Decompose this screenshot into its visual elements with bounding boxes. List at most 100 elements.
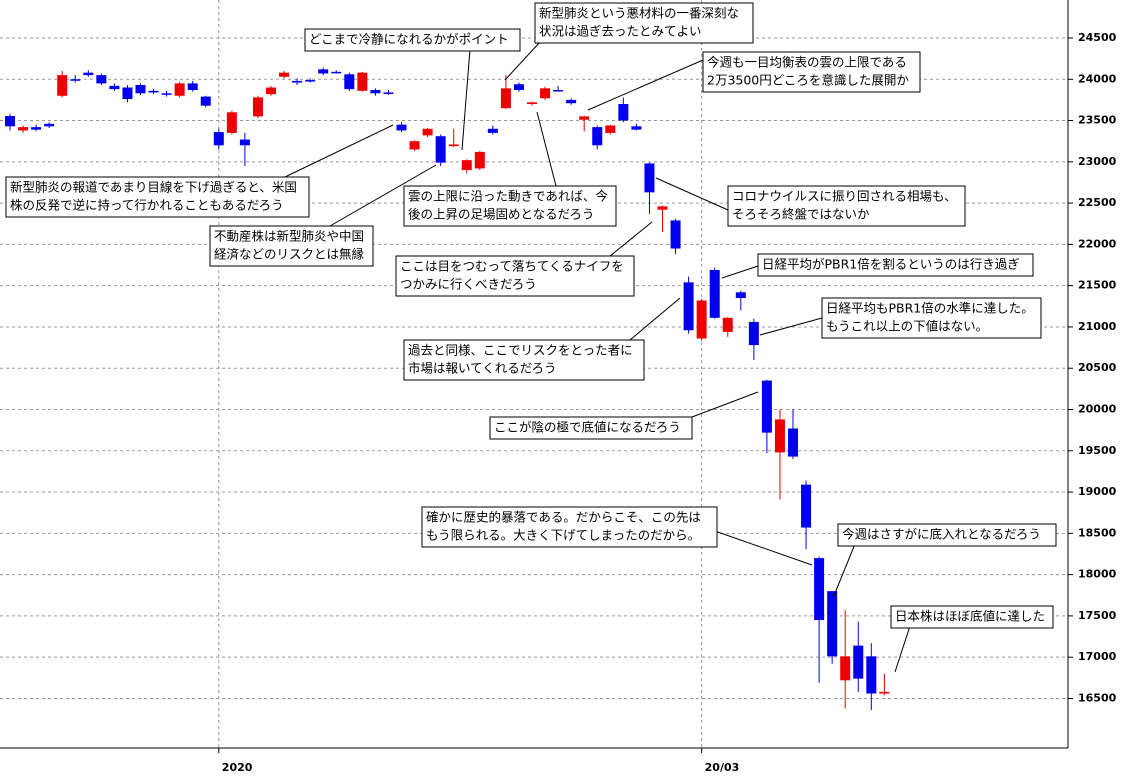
- candle-body: [683, 282, 694, 331]
- candle-body: [513, 84, 524, 90]
- candle-body: [109, 85, 120, 90]
- candle-body: [31, 127, 42, 130]
- annotation-box: [890, 605, 1054, 629]
- x-tick-label: 2020: [222, 761, 253, 774]
- candle-body: [383, 92, 394, 94]
- candle-body: [96, 75, 107, 84]
- candle-body: [422, 128, 433, 136]
- annotation-text: 日本株はほぼ底値に達した: [895, 609, 1045, 624]
- candle-body: [605, 125, 616, 133]
- candle-body: [592, 127, 603, 146]
- candle-body: [331, 71, 342, 74]
- annotation-box: [403, 185, 617, 227]
- y-tick-label: 20500: [1078, 361, 1117, 374]
- leader-line: [629, 297, 681, 341]
- leader-line: [691, 391, 759, 418]
- candle-body: [670, 220, 681, 249]
- leader-line: [587, 59, 704, 111]
- candle-body: [135, 85, 146, 94]
- y-tick-label: 17000: [1078, 650, 1117, 663]
- annotation-text: 後の上昇の足場固めとなるだろう: [408, 207, 594, 222]
- leader-line: [721, 265, 759, 279]
- candle-body: [161, 93, 172, 95]
- annotation-text: 市場は報いてくれるだろう: [408, 361, 557, 376]
- candle-body: [866, 656, 877, 694]
- candle-body: [318, 69, 329, 74]
- leader-line: [711, 529, 813, 566]
- leader-line: [284, 124, 394, 178]
- candle-body: [853, 645, 864, 679]
- candle-body: [448, 144, 459, 147]
- candle-body: [487, 128, 498, 133]
- y-tick-label: 24500: [1078, 31, 1117, 44]
- y-tick-label: 18500: [1078, 526, 1117, 539]
- candle-body: [200, 96, 211, 106]
- leader-line: [504, 41, 541, 81]
- annotation-text: 雲の上限に沿った動きであれば、今: [408, 189, 608, 204]
- candle-body: [279, 72, 290, 77]
- candle-body: [83, 72, 94, 76]
- annotation-box: [702, 51, 921, 93]
- candle-body: [474, 151, 485, 169]
- annotation-text: 経済などのリスクとは無縁: [214, 247, 364, 262]
- annotation-text: 状況は過ぎ去ったとみてよい: [539, 24, 702, 39]
- candle-body: [553, 89, 564, 92]
- candle-body: [774, 419, 785, 453]
- candle-body: [814, 558, 825, 621]
- annotation-box: [395, 255, 635, 297]
- y-tick-label: 21000: [1078, 320, 1117, 333]
- x-tick-label: 20/03: [705, 761, 740, 774]
- candle-body: [370, 89, 381, 94]
- candle-body: [709, 269, 720, 318]
- candle-body: [122, 87, 133, 100]
- leader-line: [461, 48, 471, 151]
- candle-body: [5, 115, 15, 127]
- candle-body: [252, 97, 263, 117]
- annotation-text: 株の反発で逆に持って行かれることもあるだろう: [10, 198, 284, 213]
- y-tick-label: 22500: [1078, 196, 1117, 209]
- annotation-text: 新型肺炎の報道であまり目線を下げ過ぎると、米国: [10, 180, 297, 195]
- annotation-box: [421, 506, 718, 548]
- candle-body: [748, 321, 759, 346]
- candle-body: [44, 123, 55, 127]
- y-tick-label: 23000: [1078, 155, 1117, 168]
- annotation-text: ここは目をつむって落ちてくるナイフを: [400, 259, 624, 274]
- y-tick-label: 19000: [1078, 485, 1117, 498]
- candle-body: [631, 126, 642, 130]
- annotation-text: 今週はさすがに底入れとなるだろう: [842, 527, 1041, 542]
- leader-line: [609, 221, 653, 257]
- annotation-text: つかみに行くべきだろう: [400, 277, 537, 292]
- candle-body: [540, 88, 551, 99]
- candle-body: [618, 104, 629, 121]
- leader-line: [832, 543, 856, 599]
- candle-body: [801, 484, 812, 528]
- leader-line: [759, 317, 823, 336]
- candle-body: [435, 136, 446, 163]
- y-tick-label: 18000: [1078, 568, 1117, 581]
- candle-body: [788, 428, 798, 457]
- annotation-text: コロナウイルスに振り回される相場も、: [732, 189, 957, 204]
- candle-body: [344, 74, 355, 90]
- candle-body: [357, 72, 368, 91]
- leader-line: [655, 177, 729, 211]
- y-tick-label: 24000: [1078, 72, 1117, 85]
- annotation-text: 新型肺炎という悪材料の一番深刻な: [539, 6, 739, 21]
- candle-body: [879, 691, 890, 694]
- candle-body: [657, 206, 668, 210]
- y-tick-label: 17500: [1078, 609, 1117, 622]
- candle-body: [70, 79, 81, 81]
- annotation-text: もうこれ以上の下値はない。: [826, 319, 988, 334]
- annotation-box: [403, 339, 645, 381]
- candle-body: [827, 591, 838, 657]
- candle-body: [305, 80, 316, 82]
- candle-body: [461, 160, 472, 171]
- candle-body: [187, 83, 198, 90]
- annotation-text: どこまで冷静になれるかがポイント: [309, 32, 509, 47]
- candle-body: [174, 83, 185, 96]
- annotation-text: もう限られる。大きく下げてしまったのだから。: [426, 528, 700, 543]
- candle-body: [735, 292, 746, 299]
- y-tick-label: 19500: [1078, 444, 1117, 457]
